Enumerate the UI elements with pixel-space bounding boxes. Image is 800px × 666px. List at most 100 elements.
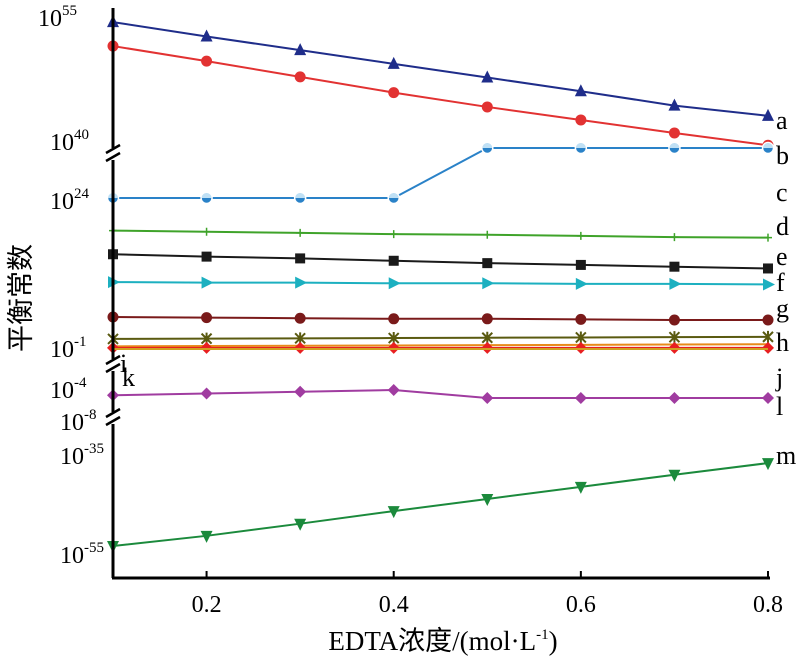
data-point xyxy=(668,314,680,326)
data-point xyxy=(762,314,774,326)
series-line xyxy=(112,253,769,270)
data-point xyxy=(668,341,681,354)
data-point xyxy=(575,313,587,325)
data-point xyxy=(387,56,400,69)
y-tick-label: 10-55 xyxy=(60,540,104,569)
data-point-highlight xyxy=(763,143,773,148)
y-axis-title: 平衡常数 xyxy=(6,244,36,352)
data-point xyxy=(762,458,774,471)
data-point xyxy=(669,261,680,272)
series-line xyxy=(112,21,769,117)
data-point xyxy=(762,392,774,404)
data-point xyxy=(762,341,774,354)
series-k: k xyxy=(113,348,768,392)
y-tick-label: 10-8 xyxy=(60,407,97,436)
data-point-highlight xyxy=(201,193,212,198)
data-point xyxy=(388,277,401,290)
data-point xyxy=(575,114,587,126)
series-line xyxy=(112,388,768,399)
series-d: d xyxy=(109,212,789,242)
data-point xyxy=(481,70,494,83)
data-point xyxy=(481,101,493,113)
data-point xyxy=(574,392,587,404)
series-label: d xyxy=(776,212,789,241)
y-tick-base: 10 xyxy=(60,543,84,569)
x-axis-title: EDTA浓度/(mol·L-1) xyxy=(328,626,557,656)
data-point xyxy=(481,341,494,354)
axis-break-mark xyxy=(105,407,121,419)
data-point xyxy=(201,55,213,67)
series-line xyxy=(112,229,769,239)
y-tick-base: 10 xyxy=(60,410,84,436)
data-point xyxy=(762,330,774,343)
data-point xyxy=(669,277,682,290)
series-label: a xyxy=(776,106,788,135)
series-label: h xyxy=(776,328,789,357)
y-tick-exponent: 40 xyxy=(74,127,89,143)
data-point xyxy=(668,469,681,482)
x-tick-label: 0.6 xyxy=(566,592,596,618)
series-label: k xyxy=(122,363,135,392)
data-point xyxy=(200,387,213,400)
series-a: a xyxy=(107,15,788,135)
y-tick-base: 10 xyxy=(50,337,74,363)
data-point xyxy=(668,98,681,111)
y-tick-exponent: -55 xyxy=(84,540,104,556)
series-label: e xyxy=(776,242,788,271)
tick-labels: 0.2 0.4 0.6 0.810551040102410-110-410-810-3… xyxy=(38,3,783,618)
series-line xyxy=(112,335,769,340)
data-point xyxy=(574,84,587,97)
data-point xyxy=(481,313,493,325)
series-label: l xyxy=(776,392,783,421)
data-point xyxy=(200,29,213,42)
axis-break-mark xyxy=(105,354,121,366)
y-tick-exponent: -4 xyxy=(74,375,87,391)
series-line xyxy=(112,462,769,547)
data-point xyxy=(481,493,494,506)
data-point xyxy=(200,530,213,543)
data-point xyxy=(201,312,213,324)
series-label: i xyxy=(120,349,127,378)
x-tick-label: 0.2 xyxy=(192,592,222,618)
y-tick-exponent: 24 xyxy=(74,186,90,202)
y-tick-base: 10 xyxy=(60,444,84,470)
y-tick-exponent: -35 xyxy=(84,441,104,457)
data-point xyxy=(295,253,306,264)
series-label: b xyxy=(776,141,789,170)
data-point xyxy=(294,518,307,531)
data-point xyxy=(202,227,211,236)
series-l: l xyxy=(107,384,783,421)
series-line xyxy=(112,343,769,348)
series-g: g xyxy=(107,294,789,326)
data-point xyxy=(295,276,308,289)
y-tick-exponent: -8 xyxy=(84,407,97,423)
y-tick-label: 1024 xyxy=(50,186,90,215)
y-tick-base: 10 xyxy=(50,189,74,215)
series-line xyxy=(112,281,769,286)
data-point xyxy=(575,259,586,270)
axis-break-mark xyxy=(105,143,121,155)
data-point xyxy=(668,392,681,404)
data-point-highlight xyxy=(575,143,586,148)
data-point xyxy=(201,251,212,262)
series-label: g xyxy=(776,294,789,323)
data-point xyxy=(481,331,493,344)
data-point-highlight xyxy=(669,143,680,148)
series-label: j xyxy=(775,363,783,392)
data-point xyxy=(481,392,494,404)
y-tick-label: 10-35 xyxy=(60,441,104,470)
y-tick-exponent: 55 xyxy=(62,3,77,19)
y-tick-base: 10 xyxy=(38,6,62,32)
data-point xyxy=(294,71,306,83)
x-tick-label: 0.8 xyxy=(753,592,783,618)
data-point xyxy=(763,278,775,291)
data-point-highlight xyxy=(388,193,399,198)
series-f: f xyxy=(108,268,785,297)
axis-break-mark xyxy=(105,415,121,427)
data-point xyxy=(574,341,587,354)
series-m: m xyxy=(107,441,796,553)
y-tick-label: 1040 xyxy=(50,127,89,156)
data-point-highlight xyxy=(295,193,306,198)
data-point xyxy=(668,127,680,139)
